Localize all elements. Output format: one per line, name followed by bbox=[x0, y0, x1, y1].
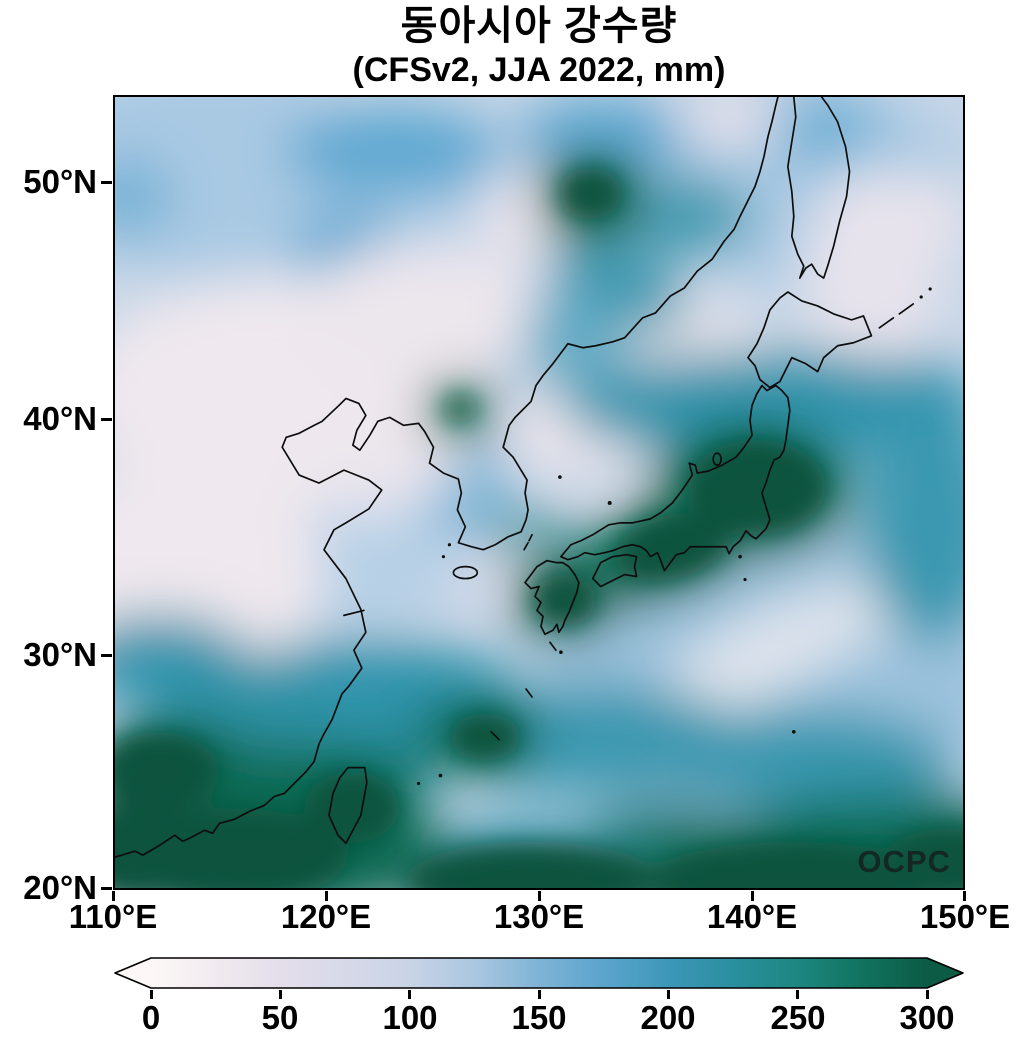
map-plot: OCPC bbox=[113, 95, 965, 890]
cbar-tickmark-50 bbox=[279, 990, 282, 999]
y-tickmark-20n bbox=[101, 887, 112, 890]
cbar-tickmark-250 bbox=[796, 990, 799, 999]
y-tickmark-40n bbox=[101, 418, 112, 421]
x-tick-140e: 140°E bbox=[706, 898, 798, 935]
cbar-tick-50: 50 bbox=[261, 999, 299, 1036]
y-tick-30n: 30°N bbox=[23, 636, 97, 673]
cbar-tick-300: 300 bbox=[899, 999, 955, 1036]
colorbar bbox=[114, 957, 964, 989]
x-tickmark-140e bbox=[751, 891, 754, 901]
cbar-tick-0: 0 bbox=[141, 999, 161, 1036]
x-tick-120e: 120°E bbox=[280, 898, 372, 935]
y-tick-40n: 40°N bbox=[23, 400, 97, 437]
cbar-tick-250: 250 bbox=[770, 999, 826, 1036]
y-tick-20n: 20°N bbox=[23, 869, 97, 906]
x-tick-130e: 130°E bbox=[493, 898, 585, 935]
cbar-tick-200: 200 bbox=[640, 999, 696, 1036]
y-tickmark-50n bbox=[101, 181, 112, 184]
cbar-tickmark-150 bbox=[538, 990, 541, 999]
chart-title: 동아시아 강수량 bbox=[400, 4, 678, 48]
cbar-tickmark-200 bbox=[667, 990, 670, 999]
y-tick-50n: 50°N bbox=[23, 163, 97, 200]
cbar-tickmark-300 bbox=[926, 990, 929, 999]
chart-subtitle: (CFSv2, JJA 2022, mm) bbox=[352, 51, 726, 89]
cbar-tick-100: 100 bbox=[382, 999, 438, 1036]
cbar-tickmark-0 bbox=[150, 990, 153, 999]
x-tick-150e: 150°E bbox=[919, 898, 1011, 935]
coastlines bbox=[115, 97, 932, 859]
ocpc-watermark: OCPC bbox=[857, 844, 951, 879]
cbar-tickmark-100 bbox=[408, 990, 411, 999]
x-tickmark-110e bbox=[112, 891, 115, 901]
cbar-tick-150: 150 bbox=[511, 999, 567, 1036]
x-tick-110e: 110°E bbox=[68, 898, 158, 935]
x-tickmark-150e bbox=[963, 891, 966, 901]
x-tickmark-120e bbox=[325, 891, 328, 901]
x-tickmark-130e bbox=[538, 891, 541, 901]
y-tickmark-30n bbox=[101, 654, 112, 657]
precipitation-field bbox=[115, 97, 963, 888]
